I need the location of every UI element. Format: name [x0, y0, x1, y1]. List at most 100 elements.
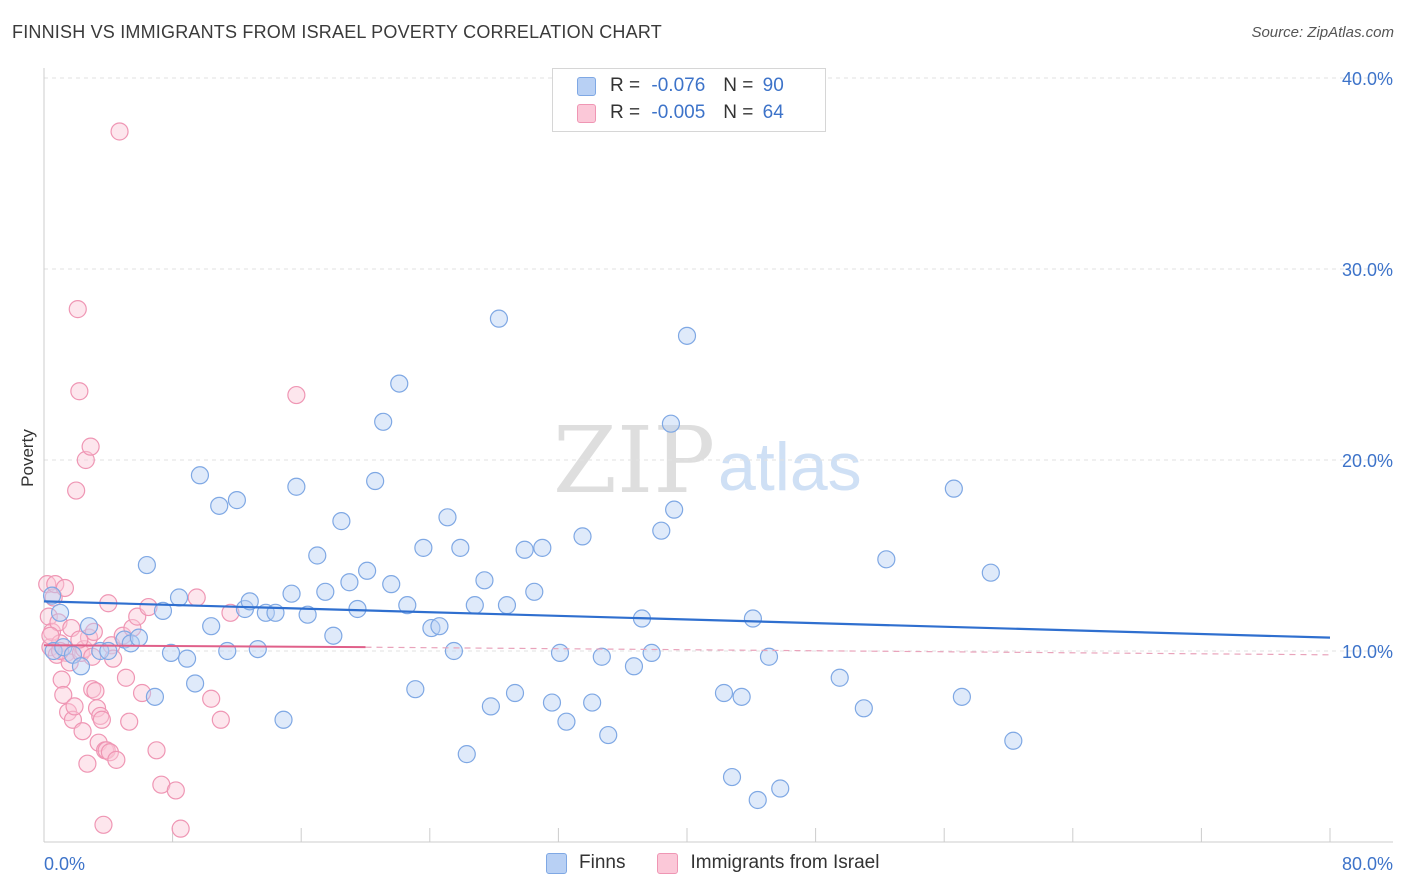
- finns-swatch: [577, 76, 596, 96]
- finns-point: [190, 466, 210, 485]
- finns-point: [661, 414, 681, 433]
- finns-point: [557, 712, 576, 731]
- finns-point: [505, 683, 525, 703]
- finns-point: [430, 617, 449, 636]
- finns-point: [366, 471, 385, 491]
- finns-point: [599, 725, 618, 745]
- israel-point: [92, 710, 111, 729]
- israel-point: [52, 670, 71, 689]
- legend-item-finns: Finns: [546, 852, 625, 874]
- finns-point: [944, 479, 963, 498]
- finns-point: [153, 601, 173, 620]
- israel-point: [166, 781, 185, 800]
- finns-point: [981, 563, 1000, 582]
- finns-point: [227, 491, 246, 510]
- finns-point: [592, 647, 611, 666]
- finns-point: [248, 639, 267, 659]
- finns-point: [714, 683, 734, 703]
- finns-point: [382, 575, 401, 594]
- finns-point: [210, 496, 229, 515]
- israel-r-label: R =: [610, 102, 641, 123]
- finns-n-value: 90: [762, 75, 784, 96]
- grid: [44, 77, 1393, 652]
- finns-point: [298, 605, 317, 624]
- legend-row-israel: R = -0.005 N = 64: [577, 102, 784, 124]
- legend-row-finns: R = -0.076 N = 90: [577, 75, 784, 97]
- x-tick-label: 0.0%: [44, 854, 85, 874]
- israel-point: [68, 300, 87, 319]
- y-axis-title: Poverty: [18, 429, 37, 487]
- finns-point: [677, 326, 697, 345]
- finns-point: [287, 477, 306, 496]
- finns-point: [624, 657, 644, 676]
- legend-bottom: Finns Immigrants from Israel: [546, 852, 911, 874]
- finns-point: [99, 641, 118, 661]
- finns-point: [44, 641, 63, 661]
- finns-point: [542, 693, 562, 712]
- israel-point: [73, 722, 92, 741]
- finns-point: [79, 617, 99, 636]
- israel-point: [65, 697, 84, 716]
- finns-point: [282, 584, 301, 603]
- finns-point: [161, 643, 181, 663]
- finns-point: [332, 512, 351, 531]
- israel-point: [67, 481, 86, 500]
- finns-point: [475, 571, 494, 590]
- israel-point: [81, 437, 100, 456]
- finns-point: [481, 697, 500, 716]
- finns-point: [854, 699, 873, 718]
- israel-point: [107, 750, 126, 769]
- finns-point: [451, 538, 470, 557]
- israel-point: [147, 741, 166, 760]
- finns-r-label: R =: [610, 75, 641, 96]
- watermark-zip: ZIP: [553, 407, 715, 514]
- israel-point: [116, 668, 136, 687]
- finns-point: [316, 582, 335, 601]
- finns-point: [497, 596, 517, 615]
- finns-point: [374, 412, 393, 431]
- israel-n-label: N =: [723, 102, 754, 123]
- israel-point: [94, 815, 113, 834]
- israel-point: [120, 712, 139, 731]
- finns-point: [748, 790, 767, 810]
- israel-point: [211, 710, 230, 729]
- y-tick-label: 20.0%: [1342, 451, 1393, 471]
- finns-point: [54, 638, 73, 657]
- y-tick-label: 30.0%: [1342, 260, 1393, 280]
- israel-point: [139, 597, 158, 617]
- watermark-atlas: atlas: [718, 429, 862, 505]
- finns-point: [390, 374, 409, 393]
- finns-point: [177, 649, 197, 668]
- israel-point: [83, 680, 102, 699]
- finns-point: [952, 687, 971, 706]
- chart-source: Source: ZipAtlas.com: [1251, 24, 1394, 41]
- israel-point: [287, 385, 306, 405]
- finns-point: [406, 680, 425, 699]
- finns-point: [274, 710, 293, 729]
- israel-r-value: -0.005: [651, 102, 706, 123]
- finns-point: [583, 693, 602, 712]
- israel-point: [171, 819, 190, 838]
- israel-point: [97, 741, 116, 760]
- finns-point: [340, 573, 359, 592]
- finns-point: [830, 668, 849, 687]
- axes: [43, 68, 1393, 843]
- israel-point: [41, 626, 60, 645]
- israel-point: [39, 607, 58, 626]
- finns-point: [50, 603, 70, 622]
- chart-title: FINNISH VS IMMIGRANTS FROM ISRAEL POVERT…: [12, 22, 662, 42]
- legend-israel-label: Immigrants from Israel: [690, 852, 880, 873]
- finns-point: [489, 309, 509, 328]
- x-tick-label: 80.0%: [1342, 854, 1393, 874]
- finns-point: [169, 588, 189, 607]
- finns-point: [444, 641, 464, 661]
- israel-point: [84, 622, 103, 642]
- finns-points: [42, 309, 1023, 810]
- israel-point: [100, 743, 120, 762]
- finns-trend-line: [43, 600, 1331, 639]
- finns-point: [324, 626, 343, 645]
- finns-point: [218, 641, 237, 661]
- finns-point: [1004, 731, 1023, 750]
- israel-trend-extension: [365, 646, 1331, 656]
